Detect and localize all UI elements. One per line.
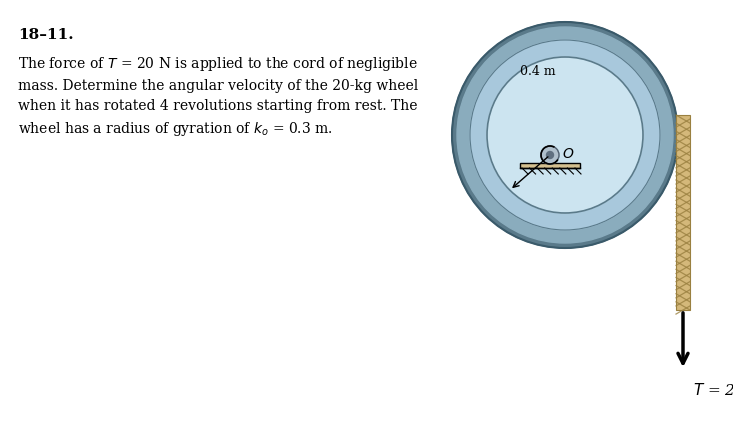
Circle shape <box>547 151 553 159</box>
FancyBboxPatch shape <box>676 115 690 310</box>
Circle shape <box>457 27 673 243</box>
Circle shape <box>470 40 660 230</box>
Text: $T$ = 20 N: $T$ = 20 N <box>693 382 733 398</box>
Circle shape <box>452 22 678 248</box>
Text: The force of $T$ = 20 N is applied to the cord of negligible
mass. Determine the: The force of $T$ = 20 N is applied to th… <box>18 55 419 138</box>
Text: 0.4 m: 0.4 m <box>520 65 556 78</box>
Circle shape <box>487 57 643 213</box>
FancyBboxPatch shape <box>520 163 580 168</box>
Text: $O$: $O$ <box>562 147 575 161</box>
Text: 18–11.: 18–11. <box>18 28 73 42</box>
Circle shape <box>541 146 559 164</box>
